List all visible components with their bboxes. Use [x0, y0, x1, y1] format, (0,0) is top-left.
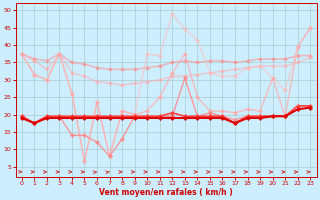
X-axis label: Vent moyen/en rafales ( km/h ): Vent moyen/en rafales ( km/h ): [99, 188, 233, 197]
